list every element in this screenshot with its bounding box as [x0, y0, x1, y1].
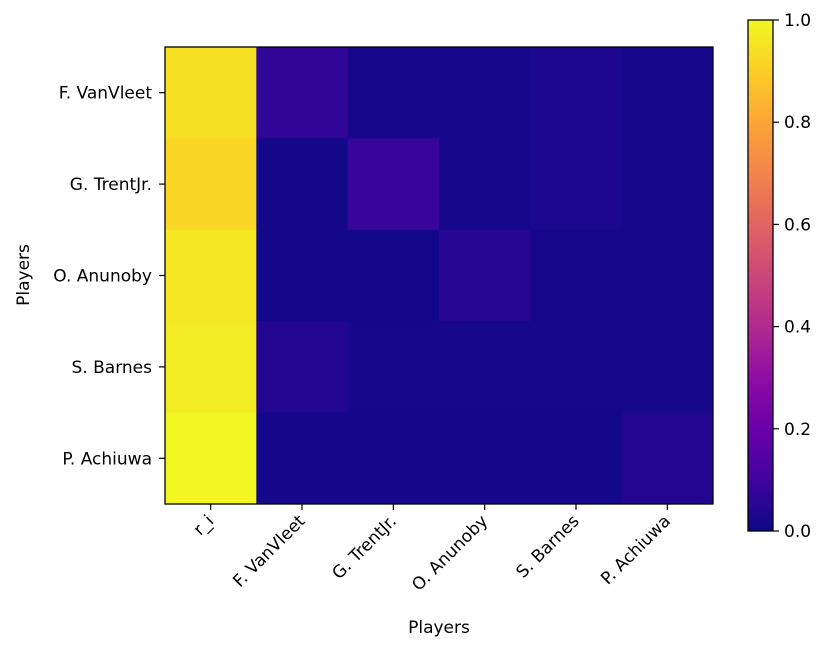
heatmap-cell	[439, 412, 531, 505]
heatmap-cell	[530, 47, 623, 139]
x-tick-label: S. Barnes	[512, 511, 583, 582]
colorbar-gradient	[747, 19, 774, 532]
heatmap-cell	[347, 412, 440, 505]
colorbar-tick-label: 0.2	[784, 420, 811, 440]
heatmap-cell	[165, 138, 257, 231]
heatmap-cell	[256, 412, 349, 505]
colorbar-tick-label: 0.0	[784, 522, 811, 542]
heatmap-cell	[530, 138, 623, 231]
heatmap-cell	[256, 321, 349, 414]
heatmap-cell	[439, 47, 531, 139]
x-tick-label: P. Achiuwa	[597, 511, 675, 589]
x-tick-label: r_i	[190, 511, 218, 539]
heatmap-cell	[621, 229, 714, 322]
y-tick-label: S. Barnes	[72, 358, 153, 378]
heatmap-cell	[530, 412, 623, 505]
heatmap-cell	[347, 229, 440, 322]
y-axis-label: Players	[14, 244, 34, 306]
heatmap-cell	[621, 47, 714, 139]
heatmap-cells	[165, 47, 714, 505]
heatmap-cell	[165, 229, 257, 322]
y-tick-label: P. Achiuwa	[62, 449, 152, 469]
heatmap-cell	[439, 229, 531, 322]
colorbar-ticks: 0.0 0.2 0.4 0.6 0.8 1.0	[773, 11, 811, 542]
x-tick-label: F. VanVleet	[229, 511, 309, 591]
x-axis: r_i F. VanVleet G. TrentJr. O. Anunoby S. Ba…	[190, 504, 675, 595]
heatmap-cell	[256, 47, 349, 139]
heatmap-cell	[165, 412, 257, 505]
colorbar-tick-label: 1.0	[784, 11, 811, 31]
heatmap-cell	[165, 47, 257, 139]
x-tick-label: O. Anunoby	[408, 511, 492, 595]
x-tick-label: G. TrentJr.	[329, 511, 401, 583]
heatmap-cell	[256, 229, 349, 322]
heatmap-cell	[347, 138, 440, 231]
x-axis-label: Players	[408, 618, 470, 638]
colorbar-tick-label: 0.6	[784, 215, 811, 235]
heatmap-cell	[347, 321, 440, 414]
heatmap-cell	[439, 321, 531, 414]
colorbar-tick-label: 0.4	[784, 318, 811, 338]
heatmap-cell	[439, 138, 531, 231]
heatmap-cell	[530, 321, 623, 414]
heatmap-cell	[256, 138, 349, 231]
heatmap-cell	[165, 321, 257, 414]
heatmap-cell	[621, 138, 714, 231]
heatmap-cell	[621, 412, 714, 505]
heatmap-cell	[347, 47, 440, 139]
y-tick-label: O. Anunoby	[53, 267, 152, 287]
y-tick-label: F. VanVleet	[59, 84, 153, 104]
y-tick-label: G. TrentJr.	[70, 175, 152, 195]
y-axis: F. VanVleet G. TrentJr. O. Anunoby S. Barne…	[53, 84, 165, 469]
heatmap-cell	[621, 321, 714, 414]
heatmap-cell	[530, 229, 623, 322]
colorbar-tick-label: 0.8	[784, 113, 811, 133]
colorbar: 0.0 0.2 0.4 0.6 0.8 1.0	[747, 11, 811, 542]
